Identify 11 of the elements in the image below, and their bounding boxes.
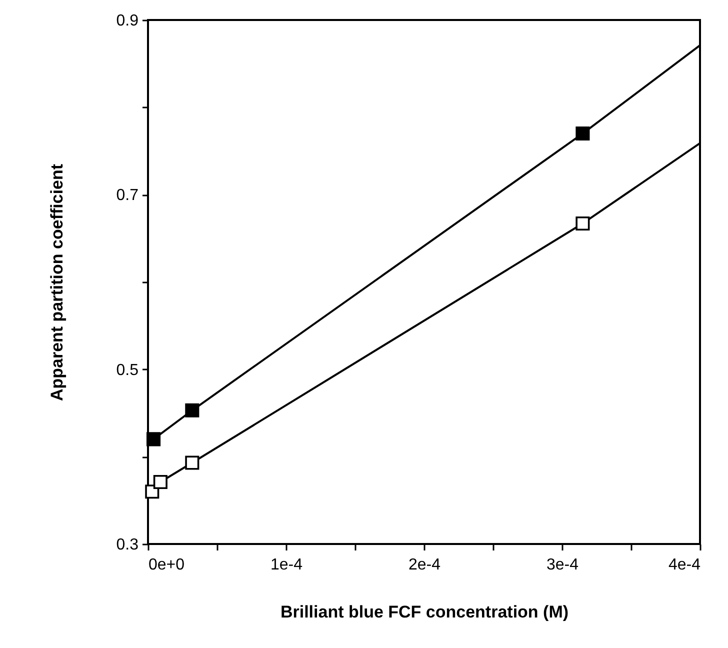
x-tick-label: 4e-4 xyxy=(668,556,701,574)
y-tick-label: 0.5 xyxy=(116,362,139,379)
y-tick-label: 0.3 xyxy=(116,536,139,554)
y-axis-title: Apparent partition coefficient xyxy=(47,164,66,402)
x-tick-label: 1e-4 xyxy=(270,556,303,574)
y-tick-label: 0.9 xyxy=(116,12,139,30)
x-tick-label: 3e-4 xyxy=(546,556,579,574)
x-tick-label: 2e-4 xyxy=(408,556,441,574)
x-axis-title: Brilliant blue FCF concentration (M) xyxy=(280,602,569,622)
x-tick-label: 0e+0 xyxy=(148,556,185,574)
y-tick-label: 0.7 xyxy=(116,187,139,204)
